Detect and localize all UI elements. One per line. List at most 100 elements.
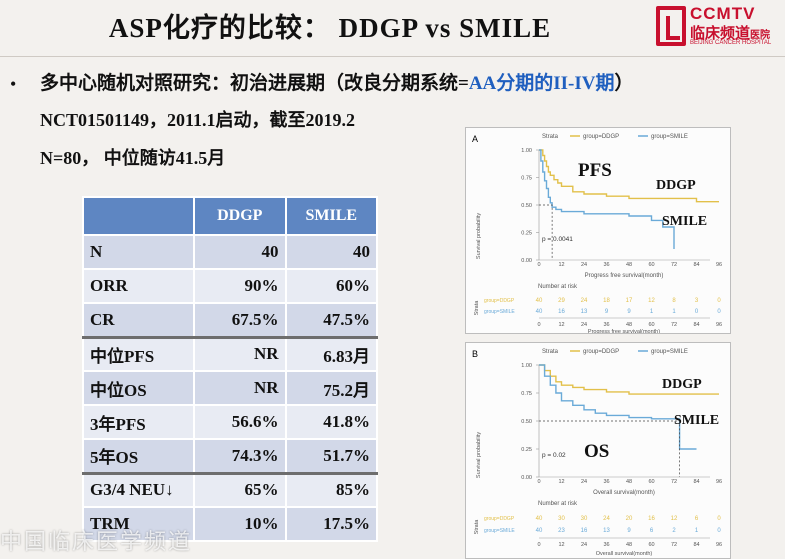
row-label: N (81, 234, 196, 270)
table-row: 中位OS NR 75.2月 (81, 370, 379, 406)
smile-curve-label: SMILE (674, 413, 720, 428)
results-table: DDGP SMILE N 40 40 ORR 90% 60% CR 67.5% 47.5% … (81, 196, 379, 542)
pfs-big-label: PFS (578, 160, 612, 181)
ddgp-value: 65% (193, 471, 287, 508)
x-tick-label: 24 (581, 262, 587, 268)
y-tick-label: 1.00 (521, 148, 532, 154)
y-axis-label: Survival probability (476, 213, 482, 259)
row-label: 5年OS (81, 438, 196, 474)
table-row: 中位PFS NR 6.83月 (81, 335, 379, 372)
ddgp-value: 40 (193, 234, 287, 270)
risk-smile-count: 16 (558, 309, 565, 315)
legend-smile: group=SMILE (651, 349, 688, 355)
table-row: N 40 40 (81, 234, 379, 270)
row-label: CR (81, 302, 196, 338)
risk-x-tick-label: 60 (648, 322, 654, 328)
ddgp-value: NR (193, 335, 287, 372)
y-tick-label: 0.75 (521, 391, 532, 397)
x-tick-label: 96 (716, 479, 722, 485)
risk-smile-count: 23 (558, 528, 565, 534)
row-label: 3年PFS (81, 404, 196, 440)
risk-ddgp-count: 8 (672, 298, 676, 304)
table-header-blank (81, 196, 196, 236)
y-tick-label: 0.00 (521, 475, 532, 481)
smile-value: 51.7% (284, 438, 379, 474)
x-axis-label: Overall survival(month) (593, 490, 655, 496)
legend-ddgp: group=DDGP (583, 134, 619, 140)
risk-smile-count: 0 (717, 528, 721, 534)
ddgp-value: 74.3% (193, 438, 287, 474)
x-tick-label: 48 (626, 262, 632, 268)
risk-x-axis-label: Overall survival(month) (596, 551, 653, 557)
ddgp-value: 56.6% (193, 404, 287, 440)
risk-ddgp-count: 40 (536, 516, 543, 522)
plot-letter: B (472, 349, 478, 359)
study-design-line: 多中心随机对照研究：初治进展期（改良分期系统=AA分期的II-IV期） (40, 73, 634, 94)
risk-smile-count: 0 (717, 309, 721, 315)
table-header-ddgp: DDGP (193, 196, 287, 236)
row-label: ORR (81, 268, 196, 304)
os-km-plot: B Strata group=DDGP group=SMILE Survival… (465, 342, 731, 559)
y-tick-label: 0.75 (521, 176, 532, 182)
risk-x-tick-label: 36 (603, 542, 609, 548)
table-row: CR 67.5% 47.5% (81, 302, 379, 338)
ddgp-curve (539, 364, 719, 395)
logo-ccmtv-text: CCMTV (690, 4, 756, 23)
risk-smile-count: 40 (536, 528, 543, 534)
table-row: ORR 90% 60% (81, 268, 379, 304)
risk-x-tick-label: 84 (693, 542, 699, 548)
table-header-smile: SMILE (284, 196, 379, 236)
risk-x-tick-label: 0 (537, 542, 540, 548)
ccmtv-logo: CCMTV 临床频道医院 BEIJING CANCER HOSPITAL (656, 4, 780, 50)
risk-title: Number at risk (538, 501, 578, 507)
risk-x-tick-label: 48 (626, 322, 632, 328)
risk-ddgp-count: 29 (558, 298, 565, 304)
ddgp-value: 67.5% (193, 302, 287, 338)
risk-smile-count: 13 (603, 528, 610, 534)
ddgp-curve (539, 149, 719, 203)
smile-value: 85% (284, 471, 379, 508)
os-big-label: OS (584, 441, 610, 462)
table-row: 3年PFS 56.6% 41.8% (81, 404, 379, 440)
table-row: 5年OS 74.3% 51.7% (81, 438, 379, 474)
risk-ddgp-count: 0 (717, 516, 721, 522)
risk-strata-axis: Strata (474, 300, 480, 316)
ddgp-curve-label: DDGP (662, 377, 702, 392)
bullet-marker: • (10, 74, 17, 94)
x-axis-label: Progress free survival(month) (585, 273, 664, 279)
risk-x-tick-label: 48 (626, 542, 632, 548)
risk-ddgp-count: 6 (695, 516, 699, 522)
y-tick-label: 1.00 (521, 363, 532, 369)
risk-ddgp-count: 16 (648, 516, 655, 522)
smile-value: 41.8% (284, 404, 379, 440)
ddgp-curve-label: DDGP (656, 178, 696, 193)
risk-strata-axis: Strata (474, 519, 480, 535)
smile-curve (539, 364, 697, 450)
row-label: TRM (81, 506, 196, 542)
risk-smile-label: group=SMILE (484, 309, 515, 315)
risk-ddgp-count: 3 (695, 298, 699, 304)
x-tick-label: 12 (558, 479, 564, 485)
ddgp-value: NR (193, 370, 287, 406)
risk-smile-count: 1 (650, 309, 654, 315)
risk-ddgp-count: 17 (626, 298, 633, 304)
y-tick-label: 0.50 (521, 419, 532, 425)
risk-x-tick-label: 72 (671, 322, 677, 328)
pfs-km-plot: A Strata group=DDGP group=SMILE Survival… (465, 127, 731, 334)
smile-value: 6.83月 (284, 335, 379, 372)
x-tick-label: 72 (671, 262, 677, 268)
y-tick-label: 0.25 (521, 447, 532, 453)
risk-x-tick-label: 60 (648, 542, 654, 548)
risk-smile-count: 9 (627, 528, 631, 534)
y-tick-label: 0.50 (521, 203, 532, 209)
hospital-logo-icon (656, 6, 686, 46)
smile-value: 40 (284, 234, 379, 270)
title-divider (0, 56, 785, 57)
smile-value: 17.5% (284, 506, 379, 542)
smile-value: 47.5% (284, 302, 379, 338)
smile-value: 75.2月 (284, 370, 379, 406)
risk-ddgp-count: 24 (581, 298, 588, 304)
risk-ddgp-count: 12 (671, 516, 678, 522)
pfs-km-svg: A Strata group=DDGP group=SMILE Survival… (472, 134, 722, 333)
risk-smile-label: group=SMILE (484, 528, 515, 534)
